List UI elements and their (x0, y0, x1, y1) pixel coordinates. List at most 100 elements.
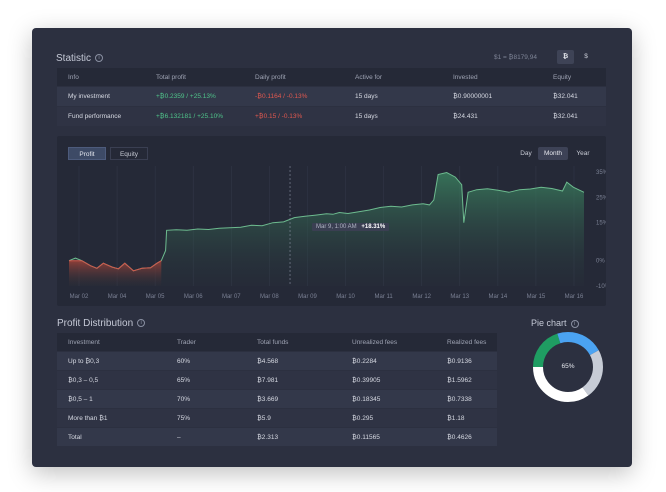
chart-tooltip: Mar 9, 1:00 AM +18.31% (312, 223, 390, 231)
header-info: Info (68, 73, 79, 81)
row-total-profit: +₿6.132181 / +25.10% (156, 113, 223, 120)
x-tick-label: Mar 04 (108, 294, 127, 300)
row-daily-profit: +₿0.15 / -0.13% (255, 113, 303, 120)
row-equity: ₿32.041 (553, 113, 578, 120)
table-cell: ₿0.9136 (447, 357, 472, 365)
info-icon[interactable]: i (570, 319, 579, 328)
header-cell: Realized fees (447, 338, 487, 346)
pie-slice (533, 332, 603, 402)
header-equity: Equity (553, 73, 572, 81)
row-invested: ₿0.90000001 (453, 93, 493, 100)
x-tick-label: Mar 16 (565, 294, 584, 300)
y-tick-label: 0% (596, 259, 605, 265)
row-equity: ₿32.041 (553, 93, 578, 100)
table-cell: ₿0.39905 (352, 376, 381, 384)
x-tick-label: Mar 12 (412, 294, 431, 300)
pie-center-label: 65% (561, 363, 575, 370)
x-tick-label: Mar 13 (450, 294, 469, 300)
x-tick-label: Mar 11 (374, 294, 393, 300)
currency-btc-button[interactable]: ₿ (557, 50, 574, 64)
header-cell: Unrealized fees (352, 338, 398, 346)
table-cell: ₿1.18 (447, 414, 465, 422)
currency-usd-button[interactable]: $ (584, 53, 588, 60)
tab-profit[interactable]: Profit (68, 147, 106, 160)
x-tick-label: Mar 06 (184, 294, 203, 300)
info-icon[interactable]: i (95, 54, 104, 63)
table-cell: More than ₿1 (68, 414, 108, 422)
x-tick-label: Mar 09 (298, 294, 317, 300)
table-cell: ₿5.9 (257, 414, 271, 422)
table-cell: 70% (177, 395, 191, 403)
table-cell: – (177, 433, 181, 441)
pie-title-wrap: Pie chart i (531, 318, 579, 328)
row-daily-profit: -₿0.1164 / -0.13% (255, 93, 308, 100)
pie-title: Pie chart (531, 318, 567, 328)
x-tick-label: Mar 10 (336, 294, 355, 300)
table-header-row: Info Total profit Daily profit Active fo… (57, 68, 606, 86)
dashboard-card: Statistic i $1 = ₿8179,94 ₿ $ Info Total … (32, 28, 632, 467)
table-row: Total – ₿2.313 ₿0.11565 ₿0.4626 (57, 428, 497, 446)
table-cell: 75% (177, 414, 191, 422)
header-cell: Total funds (257, 338, 289, 346)
header-cell: Investment (68, 338, 100, 346)
table-cell: ₿0.295 (352, 414, 374, 422)
table-cell: ₿4.568 (257, 357, 279, 365)
series-negative-line (69, 260, 162, 272)
y-tick-label: -10% (596, 284, 606, 290)
row-active-for: 15 days (355, 93, 378, 100)
table-row: Up to ₿0,3 60% ₿4.568 ₿0.2284 ₿0.9136 (57, 352, 497, 370)
table-cell: ₿0.18345 (352, 395, 381, 403)
x-tick-label: Mar 15 (527, 294, 546, 300)
header-daily-profit: Daily profit (255, 73, 286, 81)
x-tick-label: Mar 02 (70, 294, 89, 300)
table-row: ₿0,5 – 1 70% ₿3.669 ₿0.18345 ₿0.7338 (57, 390, 497, 408)
table-cell: ₿0,3 – 0,5 (68, 376, 99, 384)
table-row: My investment +₿0.2359 / +25.13% -₿0.116… (57, 87, 606, 106)
table-cell: ₿3.669 (257, 395, 279, 403)
range-year[interactable]: Year (576, 150, 590, 157)
header-invested: Invested (453, 73, 478, 81)
info-icon[interactable]: i (137, 319, 146, 328)
pie-slice (533, 332, 603, 402)
table-cell: ₿0.4626 (447, 433, 472, 441)
table-cell: ₿2.313 (257, 433, 279, 441)
exchange-rate: $1 = ₿8179,94 (494, 54, 537, 61)
distribution-title: Profit Distribution (57, 318, 134, 329)
range-day[interactable]: Day (520, 150, 532, 157)
table-cell: ₿0,5 – 1 (68, 395, 93, 403)
table-cell: ₿0.11565 (352, 433, 380, 441)
table-header-row: Investment Trader Total funds Unrealized fe… (57, 333, 497, 351)
x-tick-label: Mar 08 (260, 294, 279, 300)
table-cell: ₿0.2284 (352, 357, 377, 365)
table-row: More than ₿1 75% ₿5.9 ₿0.295 ₿1.18 (57, 409, 497, 427)
y-tick-label: 25% (596, 195, 606, 201)
table-cell: 65% (177, 376, 191, 384)
header-cell: Trader (177, 338, 196, 346)
table-cell: ₿1.5962 (447, 376, 472, 384)
tab-equity[interactable]: Equity (110, 147, 148, 160)
distribution-table: Investment Trader Total funds Unrealized fe… (57, 333, 497, 446)
header-active-for: Active for (355, 73, 383, 81)
header-total-profit: Total profit (156, 73, 186, 81)
row-info: My investment (68, 93, 110, 100)
series-negative-area (69, 260, 162, 286)
chart-panel: Profit Equity Day Month Year Mar 02 Mar 0… (57, 136, 606, 306)
row-info: Fund performance (68, 113, 122, 120)
table-row: ₿0,3 – 0,5 65% ₿7.981 ₿0.39905 ₿1.5962 (57, 371, 497, 389)
y-tick-label: 35% (596, 170, 606, 176)
table-cell: Total (68, 433, 82, 441)
tooltip-date: Mar 9, 1:00 AM (316, 224, 357, 230)
x-tick-label: Mar 14 (489, 294, 508, 300)
y-tick-label: 15% (596, 221, 606, 227)
row-invested: ₿24.431 (453, 113, 478, 120)
range-month[interactable]: Month (538, 147, 568, 160)
x-tick-label: Mar 07 (222, 294, 241, 300)
profit-chart: Mar 02 Mar 04 Mar 05 Mar 06 Mar 07 Mar 08 Mar … (68, 166, 606, 300)
pie-chart (533, 332, 603, 402)
row-active-for: 15 days (355, 113, 378, 120)
row-total-profit: +₿0.2359 / +25.13% (156, 93, 216, 100)
statistic-title: Statistic (56, 53, 92, 64)
x-tick-label: Mar 05 (146, 294, 165, 300)
table-cell: 60% (177, 357, 191, 365)
tooltip-value: +18.31% (361, 224, 386, 230)
